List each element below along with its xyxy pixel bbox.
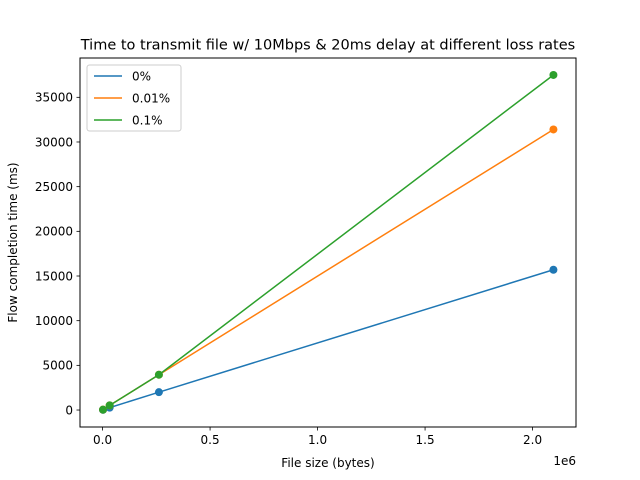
chart-title: Time to transmit file w/ 10Mbps & 20ms d… [80,38,575,54]
y-axis-ticks: 0 5000 10000 15000 20000 25000 30000 35000 [35,91,80,417]
y-tick-label: 5000 [42,359,73,373]
y-tick-label: 15000 [35,269,73,283]
data-point [549,70,558,79]
y-tick-label: 10000 [35,314,73,328]
axes-frame [79,57,577,428]
x-axis-offset-text: 1e6 [553,454,576,468]
legend-label: 0.1% [132,113,163,127]
x-tick-label: 2.0 [523,433,542,447]
y-tick-label: 35000 [35,91,73,105]
data-point [154,370,163,379]
data-point [549,125,558,134]
y-tick-label: 20000 [35,225,73,239]
y-axis-label: Flow completion time (ms) [6,162,20,322]
plot-area [99,70,558,414]
legend: 0% 0.01% 0.1% [86,64,182,132]
x-tick-label: 1.0 [308,433,327,447]
data-point [105,401,114,410]
y-tick-label: 25000 [35,180,73,194]
x-tick-label: 0.0 [93,433,112,447]
legend-label: 0% [132,69,151,83]
data-point [99,405,108,414]
x-tick-label: 1.5 [416,433,435,447]
legend-frame [86,64,182,132]
data-point [154,388,163,397]
y-tick-label: 0 [65,403,73,417]
data-point [549,265,558,274]
legend-label: 0.01% [132,91,170,105]
x-tick-label: 0.5 [201,433,220,447]
x-axis-ticks: 0.0 0.5 1.0 1.5 2.0 [93,427,542,447]
y-tick-label: 30000 [35,135,73,149]
x-axis-label: File size (bytes) [281,456,374,470]
